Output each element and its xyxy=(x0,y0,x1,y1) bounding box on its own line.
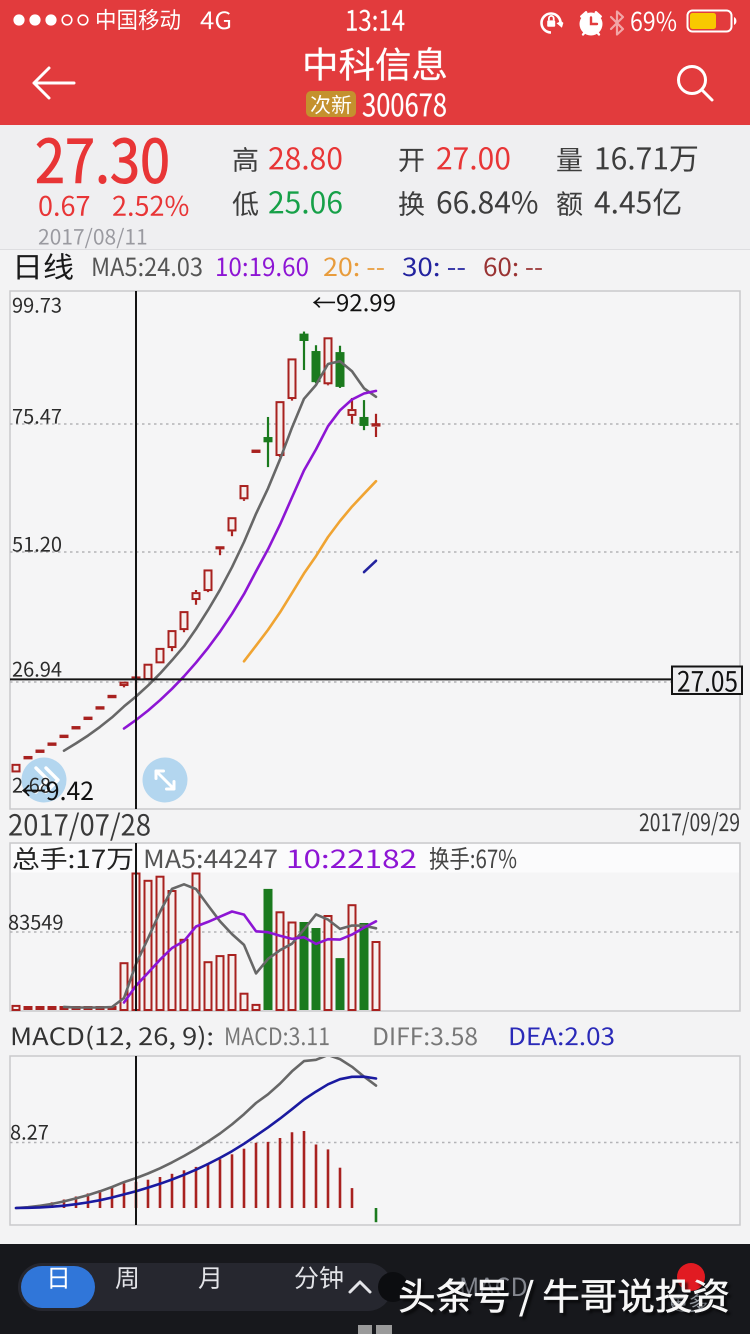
legend-ma60 xyxy=(483,254,543,287)
quote-stat-label xyxy=(398,146,425,182)
x-axis-date-right xyxy=(639,810,740,842)
x-axis-date-left xyxy=(8,810,151,848)
carrier-label xyxy=(95,8,181,38)
tab-minute[interactable] xyxy=(294,1265,344,1298)
tab-month[interactable] xyxy=(198,1265,223,1298)
price-change-percent xyxy=(112,192,189,228)
orientation-lock-icon xyxy=(540,12,565,34)
volume-ma10-label xyxy=(286,846,417,879)
quote-stat-label xyxy=(232,190,259,226)
signal-strength-icon xyxy=(13,14,89,26)
quote-stat-label xyxy=(556,190,583,226)
y-axis-tick-1 xyxy=(12,406,62,432)
stock-code xyxy=(362,89,447,130)
volume-y-tick xyxy=(8,912,64,938)
resize-button[interactable] xyxy=(142,757,188,803)
y-axis-tick-2 xyxy=(12,534,62,560)
page-title xyxy=(302,46,448,93)
tab-week[interactable] xyxy=(115,1265,140,1298)
quote-stat-label xyxy=(232,146,259,182)
alarm-clock-icon xyxy=(579,11,603,36)
volume-bars xyxy=(11,872,381,1012)
quote-panel xyxy=(0,125,750,250)
macd-value-label xyxy=(224,1024,330,1056)
header-background xyxy=(0,0,750,125)
low-annotation xyxy=(21,778,94,811)
y-axis-tick-0 xyxy=(12,295,62,321)
last-price xyxy=(35,130,170,208)
tab-day[interactable] xyxy=(46,1265,71,1298)
chevron-up-icon[interactable] xyxy=(346,1276,374,1298)
network-type-label xyxy=(200,8,232,40)
macd-y-tick xyxy=(10,1122,49,1148)
battery-icon xyxy=(686,9,737,33)
quote-stat-value xyxy=(268,143,343,182)
macd-params-label xyxy=(10,1024,214,1056)
macd-histogram xyxy=(14,1057,378,1223)
quote-stat-value xyxy=(268,187,343,226)
volume-turnover-label xyxy=(429,846,517,879)
status-clock xyxy=(345,6,405,43)
volume-ma5-label xyxy=(143,846,278,879)
battery-percent-label xyxy=(630,8,677,42)
legend-ma5 xyxy=(91,254,203,287)
dea-value-label xyxy=(508,1024,615,1056)
quote-stat-value xyxy=(436,187,539,226)
quote-stat-value xyxy=(594,187,682,226)
volume-total-label xyxy=(12,846,134,879)
watermark-text xyxy=(398,1277,730,1326)
search-icon[interactable] xyxy=(672,60,718,106)
y-axis-tick-3 xyxy=(12,659,62,685)
high-annotation xyxy=(312,291,396,321)
candlestick-series xyxy=(11,331,381,773)
price-change xyxy=(38,192,91,228)
bluetooth-icon xyxy=(609,10,625,36)
quote-stat-label xyxy=(398,190,425,226)
back-button[interactable] xyxy=(29,58,79,108)
sub-new-stock-badge-label xyxy=(310,94,352,122)
quote-stat-value xyxy=(436,143,511,182)
legend-ma30 xyxy=(402,254,466,287)
legend-ma10 xyxy=(215,254,309,287)
separator-line xyxy=(0,249,750,250)
legend-period[interactable] xyxy=(12,252,74,290)
quote-date xyxy=(38,226,148,254)
diff-value-label xyxy=(372,1024,478,1056)
crosshair-price-label xyxy=(677,667,738,704)
watermark-fragment xyxy=(376,1325,392,1334)
quote-stat-value xyxy=(594,143,699,182)
watermark-fragment xyxy=(358,1325,372,1334)
quote-stat-label xyxy=(556,146,583,182)
legend-ma20 xyxy=(323,254,385,287)
